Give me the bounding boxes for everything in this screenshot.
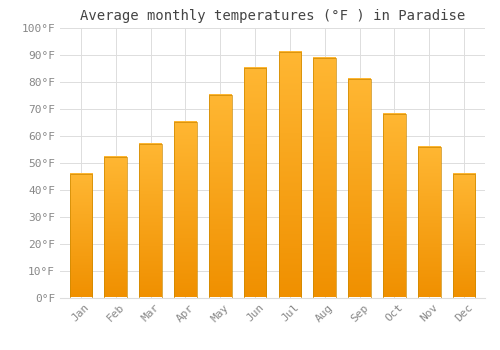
Bar bbox=[140, 144, 162, 298]
Bar bbox=[244, 69, 266, 298]
Bar bbox=[418, 147, 440, 298]
Bar bbox=[278, 52, 301, 298]
Bar bbox=[174, 122, 197, 298]
Bar bbox=[209, 95, 232, 298]
Bar bbox=[348, 79, 371, 298]
Bar bbox=[314, 58, 336, 298]
Bar bbox=[453, 174, 475, 298]
Bar bbox=[104, 158, 127, 298]
Bar bbox=[383, 114, 406, 298]
Bar bbox=[70, 174, 92, 298]
Title: Average monthly temperatures (°F ) in Paradise: Average monthly temperatures (°F ) in Pa… bbox=[80, 9, 465, 23]
